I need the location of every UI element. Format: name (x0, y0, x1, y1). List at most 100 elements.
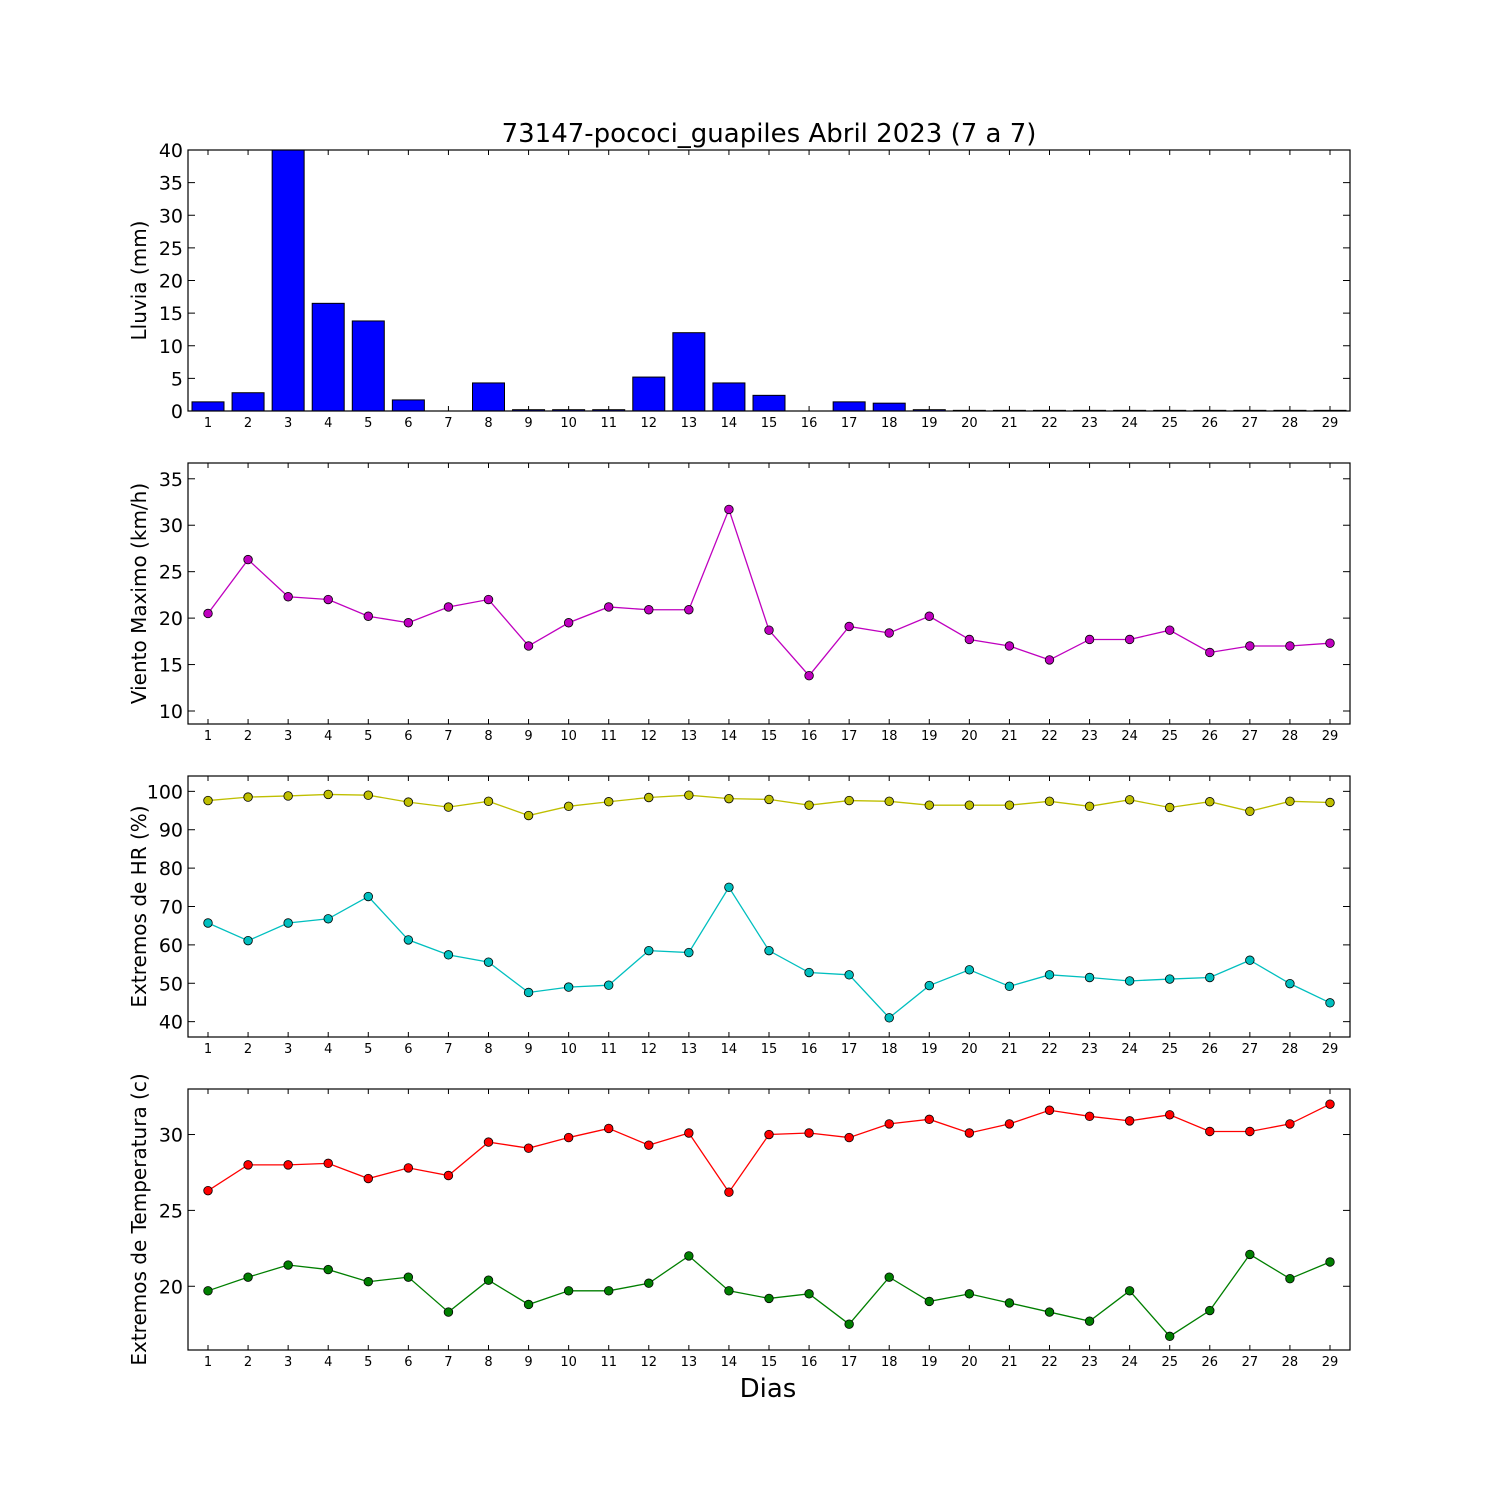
x-tick-label: 14 (721, 729, 738, 744)
plot-frame (187, 149, 1351, 412)
x-tick-label: 17 (841, 1042, 858, 1057)
temperature-series-1-point (884, 1119, 894, 1129)
x-tick-label: 14 (721, 416, 738, 431)
y-tick-label: 100 (147, 781, 183, 803)
x-tick-label: 3 (284, 1042, 292, 1057)
x-tick-label: 29 (1322, 1042, 1339, 1057)
humidity-series-2-point (1325, 998, 1335, 1008)
y-tick-label: 15 (159, 303, 183, 325)
wind-series-1-point (323, 594, 333, 605)
x-tick-label: 10 (560, 1355, 577, 1370)
temperature-series-1-point (764, 1129, 774, 1140)
y-tick-label: 15 (159, 655, 183, 677)
y-tick-label: 0 (171, 401, 183, 423)
temperature-series-1-point (804, 1128, 814, 1138)
x-tick-label: 21 (1001, 1042, 1018, 1057)
y-tick-label: 5 (171, 368, 183, 390)
temperature-series-1-point (283, 1160, 293, 1170)
humidity-series-2-point (604, 980, 614, 990)
x-tick-label: 5 (364, 729, 372, 744)
x-tick-label: 9 (524, 1042, 532, 1057)
humidity-series-1-point (804, 800, 814, 810)
x-tick-label: 28 (1282, 729, 1299, 744)
humidity-series-2-point (964, 965, 975, 975)
temperature-series-1-point (323, 1158, 333, 1169)
y-tick-label: 60 (159, 935, 183, 957)
x-tick-label: 2 (244, 729, 252, 744)
plot-frame (187, 462, 1351, 725)
humidity-series-2-point (1084, 972, 1095, 983)
temperature-series-2-point (1205, 1305, 1215, 1316)
wind-series-1-point (363, 611, 373, 621)
x-tick-label: 12 (641, 416, 658, 431)
wind-series-1-point (1205, 647, 1215, 658)
humidity-series-1-point (604, 797, 614, 807)
x-tick-label: 19 (921, 729, 938, 744)
x-tick-label: 23 (1081, 416, 1098, 431)
x-tick-label: 1 (204, 416, 212, 431)
humidity-series-1-point (1124, 795, 1135, 805)
temperature-series-2-point (724, 1286, 734, 1296)
x-tick-label: 26 (1202, 416, 1219, 431)
x-tick-label: 1 (204, 729, 212, 744)
wind-series-1-point (1285, 641, 1295, 651)
humidity-series-2-point (363, 891, 373, 902)
humidity-series-2-point (644, 945, 654, 956)
y-tick-label: 20 (159, 1276, 183, 1298)
temperature-series-1-point (1084, 1111, 1095, 1122)
x-tick-label: 21 (1001, 729, 1018, 744)
temperature-series-1-point (1044, 1105, 1055, 1115)
wind-series-1-point (1084, 634, 1095, 645)
x-tick-label: 20 (961, 1042, 978, 1057)
y-tick-label: 50 (159, 973, 183, 995)
temperature-series-2-point (1325, 1257, 1335, 1267)
humidity-series-1-point (243, 792, 253, 802)
x-tick-label: 5 (364, 1042, 372, 1057)
temperature-series-1-point (1245, 1126, 1255, 1137)
x-tick-label: 18 (881, 729, 898, 744)
y-axis-label: Extremos de Temperatura (c) (127, 1073, 151, 1365)
x-tick-label: 19 (921, 1042, 938, 1057)
humidity-series-2-point (443, 950, 454, 960)
x-tick-label: 20 (961, 1355, 978, 1370)
humidity-series-1-point (283, 791, 293, 801)
wind-series-1-point (563, 618, 574, 628)
x-tick-label: 1 (204, 1355, 212, 1370)
wind-series-1-point (243, 554, 253, 565)
y-axis-label: Extremos de HR (%) (127, 805, 151, 1007)
temperature-series-2-point (403, 1272, 414, 1282)
x-tick-label: 18 (881, 1042, 898, 1057)
humidity-series-1-point (523, 810, 534, 821)
temperature-series-2-point (1084, 1316, 1095, 1326)
x-tick-label: 7 (444, 729, 452, 744)
wind-series-1-point (1004, 641, 1015, 651)
temperature-series-2-point (844, 1319, 854, 1329)
temperature-series-2-point (483, 1275, 494, 1285)
y-tick-label: 80 (159, 858, 183, 880)
x-tick-label: 6 (404, 1042, 412, 1057)
temperature-series-2-point (764, 1293, 774, 1304)
x-tick-label: 11 (600, 1355, 617, 1370)
x-tick-label: 16 (801, 729, 818, 744)
humidity-series-2-point (283, 918, 293, 928)
temperature-series-2-point (1124, 1286, 1135, 1296)
x-tick-label: 15 (761, 416, 778, 431)
wind-series-1-point (483, 594, 494, 605)
temperature-series-1-point (844, 1132, 854, 1143)
wind-series-1-point (283, 592, 293, 602)
plot-frame (187, 1088, 1351, 1351)
x-tick-label: 11 (600, 1042, 617, 1057)
x-axis-label: Dias (740, 1374, 797, 1404)
x-tick-label: 3 (284, 416, 292, 431)
x-tick-label: 17 (841, 416, 858, 431)
temperature-series-2-point (443, 1307, 454, 1317)
x-tick-label: 28 (1282, 416, 1299, 431)
x-tick-label: 25 (1161, 729, 1178, 744)
temperature-series-2-point (1165, 1331, 1175, 1342)
temperature-series-2-point (924, 1296, 934, 1307)
humidity-series-1-point (684, 790, 694, 800)
x-tick-label: 13 (681, 416, 698, 431)
